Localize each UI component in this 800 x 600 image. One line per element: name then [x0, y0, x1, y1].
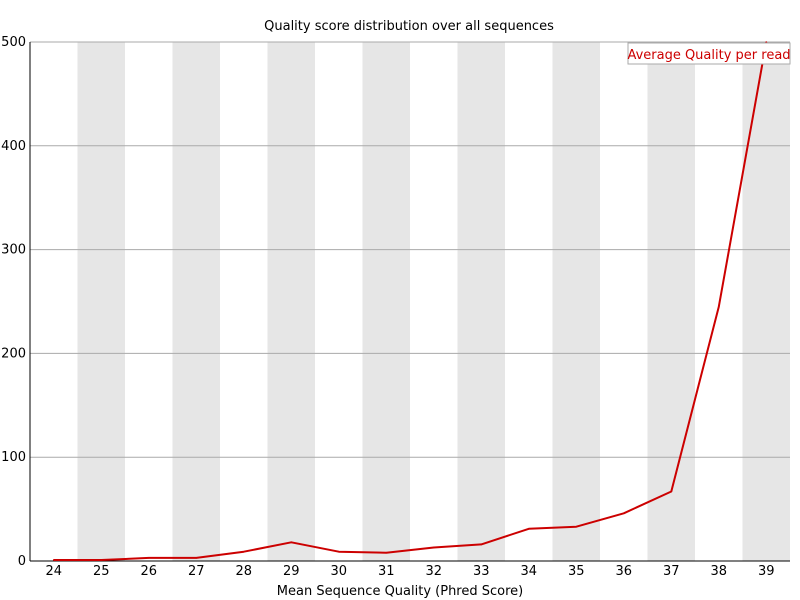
- x-tick-label: 24: [45, 564, 62, 579]
- y-tick-label: 200: [1, 346, 26, 361]
- data-point-24: [52, 559, 55, 561]
- data-point-29: [290, 541, 293, 544]
- y-tick-label: 400: [1, 139, 26, 154]
- legend-box: [627, 42, 791, 65]
- x-tick-label: 35: [568, 564, 585, 579]
- data-point-32: [432, 546, 435, 549]
- band-25: [77, 42, 125, 561]
- x-tick-label: 27: [188, 564, 205, 579]
- band-27: [172, 42, 220, 561]
- data-point-39: [765, 41, 768, 43]
- series-lines: [52, 41, 768, 561]
- x-tick-label: 31: [378, 564, 395, 579]
- band-29: [267, 42, 315, 561]
- x-tick-labels: 24 25 26 27 28 29 30 31 32 33 34 35 36 37 38 39: [45, 564, 774, 579]
- data-point-28: [242, 550, 245, 553]
- x-tick-label: 32: [425, 564, 442, 579]
- chart-title: Quality score distribution over all sequ…: [264, 19, 554, 34]
- y-tick-label: 300: [1, 243, 26, 258]
- axes: [29, 42, 790, 562]
- data-point-30: [337, 550, 340, 553]
- y-tick-label: 0: [18, 554, 26, 569]
- x-tick-label: 29: [283, 564, 300, 579]
- x-tick-label: 39: [758, 564, 775, 579]
- legend: Average Quality per read: [627, 42, 791, 65]
- data-point-25: [100, 559, 103, 561]
- band-37: [647, 42, 695, 561]
- data-point-27: [195, 557, 198, 559]
- data-point-35: [575, 525, 578, 528]
- x-tick-label: 26: [140, 564, 157, 579]
- x-tick-label: 37: [663, 564, 680, 579]
- data-point-38: [717, 305, 720, 308]
- y-tick-label: 500: [1, 35, 26, 50]
- x-tick-label: 25: [93, 564, 110, 579]
- data-point-26: [147, 557, 150, 559]
- x-tick-label: 28: [235, 564, 252, 579]
- band-33: [457, 42, 505, 561]
- x-tick-label: 30: [330, 564, 347, 579]
- data-point-31: [385, 551, 388, 554]
- x-tick-label: 38: [710, 564, 727, 579]
- series-line-0: [53, 41, 768, 561]
- data-point-37: [670, 490, 673, 493]
- band-35: [552, 42, 600, 561]
- x-axis-label: Mean Sequence Quality (Phred Score): [277, 584, 523, 599]
- legend-entry: Average Quality per read: [627, 48, 790, 63]
- band-39: [742, 42, 790, 561]
- y-tick-labels: 0 100 200 300 400 500: [1, 35, 26, 569]
- horizontal-gridlines: [30, 41, 790, 458]
- data-point-36: [622, 512, 625, 515]
- x-tick-label: 33: [473, 564, 490, 579]
- data-point-33: [480, 543, 483, 546]
- data-point-34: [527, 528, 530, 530]
- y-tick-label: 100: [1, 450, 26, 465]
- x-tick-label: 34: [520, 564, 537, 579]
- x-tick-label: 36: [615, 564, 632, 579]
- alternating-bands: [77, 42, 790, 561]
- band-31: [362, 42, 410, 561]
